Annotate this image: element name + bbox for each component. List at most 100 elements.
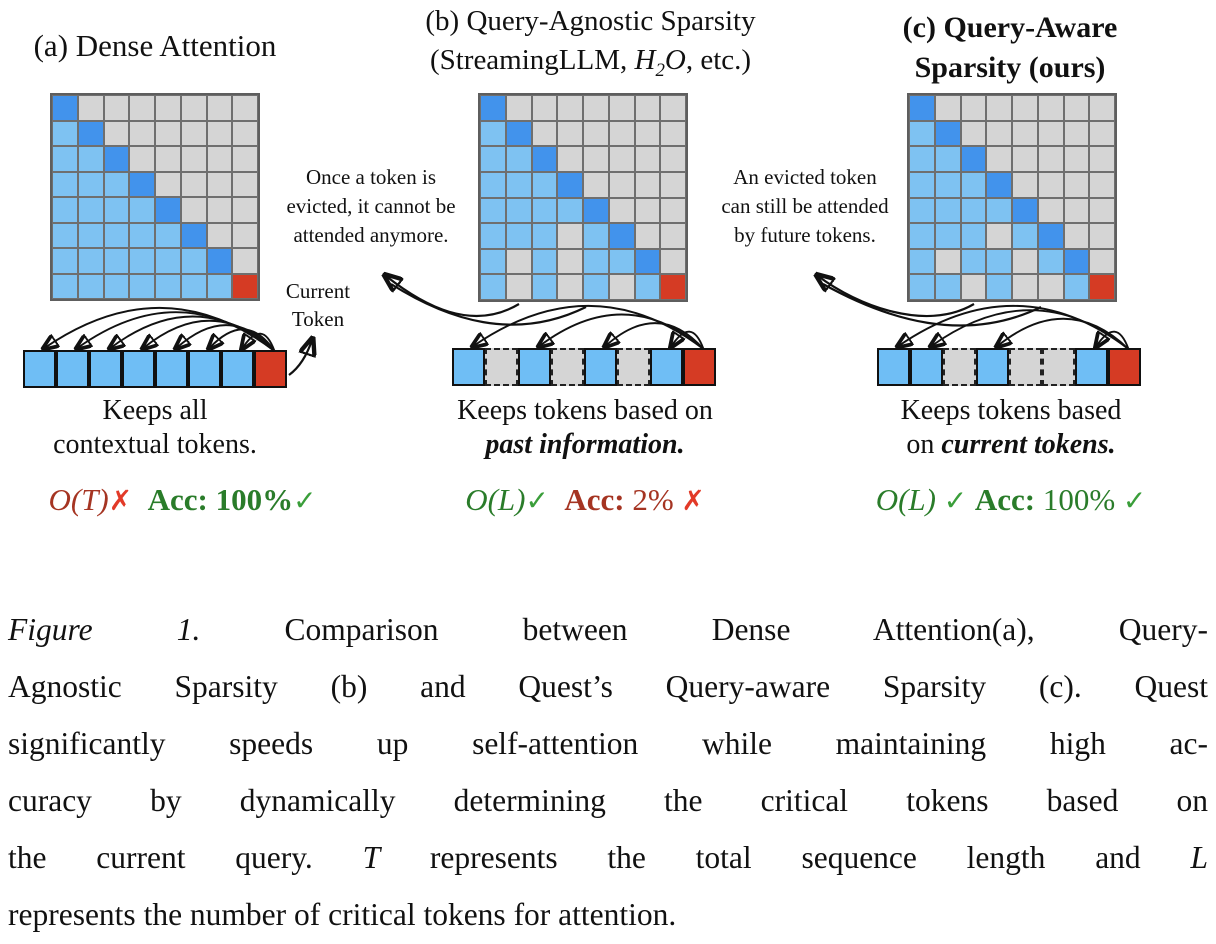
- matrix-cell: [155, 95, 181, 121]
- matrix-cell: [986, 95, 1012, 121]
- keeps-caption-line: Keeps tokens based: [855, 394, 1167, 428]
- matrix-cell: [77, 171, 104, 197]
- matrix-cell: [531, 274, 558, 300]
- text-segment: current tokens.: [941, 429, 1116, 460]
- matrix-cell: [608, 95, 635, 121]
- matrix-cell: [180, 120, 207, 146]
- matrix-cell: [608, 171, 635, 198]
- matrix-cell: [103, 171, 130, 197]
- attention-arc: [672, 332, 705, 349]
- attention-arc: [111, 315, 276, 351]
- panel-c-title-line1: (c) Query-Aware: [855, 8, 1165, 48]
- matrix-cell: [960, 223, 987, 249]
- attention-matrix-a: [50, 93, 260, 301]
- matrix-cell: [557, 171, 583, 198]
- panel-b-title: (b) Query-Agnostic Sparsity (StreamingLL…: [398, 2, 783, 90]
- keeps-caption-c: Keeps tokens based on current tokens.: [855, 394, 1167, 462]
- matrix-cell: [206, 248, 233, 274]
- text-segment: represents the number of critical tokens…: [8, 897, 677, 932]
- matrix-cell: [531, 171, 558, 198]
- matrix-cell: [909, 248, 935, 275]
- text-segment: [936, 482, 944, 517]
- current-token-label-line1: Current: [285, 279, 351, 303]
- matrix-cell: [480, 95, 506, 121]
- metrics-c: O(L) ✓ Acc: 100% ✓: [853, 482, 1169, 518]
- matrix-cell: [986, 120, 1012, 147]
- attention-arc: [177, 324, 276, 351]
- matrix-cell: [180, 197, 207, 223]
- matrix-cell: [634, 223, 661, 249]
- matrix-cell: [909, 171, 935, 198]
- matrix-cell: [634, 120, 661, 147]
- panel-b-title-line1: (b) Query-Agnostic Sparsity: [398, 2, 783, 41]
- token-cell-kept: [122, 350, 155, 388]
- matrix-cell: [531, 120, 558, 147]
- matrix-cell: [531, 197, 558, 224]
- matrix-cell: [480, 223, 506, 249]
- matrix-cell: [660, 146, 686, 172]
- matrix-cell: [660, 95, 686, 121]
- matrix-cell: [934, 120, 961, 147]
- caption-line: significantly speeds up self-attention w…: [8, 715, 1208, 772]
- matrix-cell: [608, 197, 635, 224]
- text-segment: O(T): [48, 482, 109, 517]
- matrix-cell: [909, 120, 935, 147]
- matrix-cell: [1063, 248, 1090, 275]
- matrix-cell: [206, 197, 233, 223]
- current-token-label-line2: Token: [291, 307, 345, 331]
- annotation-evicted-c: An evicted token can still be attended b…: [696, 163, 914, 250]
- matrix-cell: [583, 95, 609, 121]
- token-cell-kept: [518, 348, 551, 386]
- text-segment: (b) Query-Agnostic Sparsity: [425, 5, 756, 37]
- matrix-cell: [129, 171, 155, 197]
- matrix-cell: [986, 197, 1012, 224]
- matrix-cell: [608, 223, 635, 249]
- matrix-cell: [557, 146, 583, 172]
- token-cell-evicted: [617, 348, 650, 386]
- matrix-cell: [480, 274, 506, 300]
- attention-arc: [474, 305, 705, 349]
- matrix-cell: [1012, 274, 1038, 300]
- matrix-cell: [1089, 171, 1115, 198]
- text-segment: ✓: [293, 484, 317, 517]
- panel-c-title-line2: Sparsity (ours): [855, 48, 1165, 88]
- matrix-cell: [480, 248, 506, 275]
- matrix-cell: [960, 274, 987, 300]
- matrix-cell: [52, 197, 78, 223]
- token-cell-kept: [650, 348, 683, 386]
- keeps-caption-line: Keeps all: [5, 394, 305, 428]
- text-segment: represents the total sequence length and: [380, 840, 1191, 875]
- matrix-cell: [634, 171, 661, 198]
- keeps-caption-line: past information.: [423, 428, 747, 462]
- text-segment: on: [906, 429, 942, 460]
- matrix-cell: [129, 222, 155, 248]
- annotation-line: attended anymore.: [293, 223, 449, 247]
- matrix-cell: [480, 197, 506, 224]
- matrix-cell: [583, 274, 609, 300]
- token-cell-kept: [23, 350, 56, 388]
- matrix-cell: [129, 146, 155, 172]
- text-segment: curacy by dynamically determining the cr…: [8, 783, 1208, 818]
- text-segment: T: [362, 840, 381, 875]
- matrix-cell: [129, 248, 155, 274]
- text-segment: H: [634, 44, 656, 76]
- attention-matrix-b: [478, 93, 688, 302]
- token-cell-kept: [188, 350, 221, 388]
- matrix-cell: [129, 120, 155, 146]
- keeps-caption-a: Keeps all contextual tokens.: [5, 394, 305, 462]
- text-segment: (c) Query-Aware: [902, 11, 1118, 44]
- matrix-cell: [608, 274, 635, 300]
- matrix-cell: [660, 171, 686, 198]
- text-segment: significantly speeds up self-attention w…: [8, 726, 1208, 761]
- matrix-cell: [986, 223, 1012, 249]
- matrix-cell: [1063, 95, 1090, 121]
- text-segment: O(L): [465, 482, 526, 517]
- matrix-cell: [583, 248, 609, 275]
- text-segment: Keeps tokens based on: [457, 395, 713, 426]
- matrix-cell: [1012, 120, 1038, 147]
- matrix-cell: [531, 146, 558, 172]
- matrix-cell: [608, 120, 635, 147]
- attention-arc: [45, 307, 276, 351]
- matrix-cell: [52, 248, 78, 274]
